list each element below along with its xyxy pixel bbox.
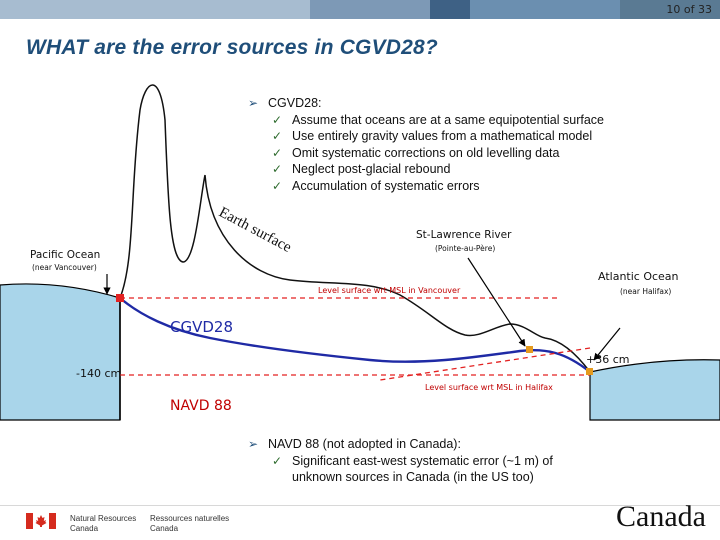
footer-divider bbox=[0, 505, 720, 506]
checkmark-icon: ✓ bbox=[272, 178, 283, 193]
arrow-bullet-icon: ➢ bbox=[248, 96, 259, 110]
topbar-segment bbox=[620, 0, 720, 19]
pacific-water bbox=[0, 283, 121, 421]
slide-title: WHAT are the error sources in CGVD28? bbox=[26, 36, 438, 59]
halifax-marker bbox=[586, 368, 593, 375]
checkmark-icon: ✓ bbox=[272, 145, 283, 160]
navd88-item: Significant east-west systematic error (… bbox=[292, 453, 553, 485]
minus140-label: -140 cm bbox=[76, 367, 121, 380]
checkmark-icon: ✓ bbox=[272, 129, 283, 143]
cgvd28-heading: CGVD28: bbox=[268, 96, 322, 110]
cgvd28-item: Accumulation of systematic errors bbox=[292, 178, 480, 193]
top-color-bar bbox=[0, 0, 720, 19]
st-lawrence-note: (Pointe-au-Père) bbox=[435, 244, 495, 253]
st-lawrence-arrow bbox=[467, 257, 526, 347]
checkmark-icon: ✓ bbox=[272, 112, 283, 127]
earth-surface-label: Earth surface bbox=[216, 204, 294, 256]
atlantic-label: Atlantic Ocean bbox=[598, 270, 679, 283]
checkmark-icon: ✓ bbox=[272, 162, 283, 176]
dept-fr-line: Ressources naturelles bbox=[150, 514, 230, 523]
slide-number: 10 of 33 bbox=[666, 3, 712, 16]
topbar-segment bbox=[0, 0, 310, 19]
topbar-segment bbox=[310, 0, 430, 19]
st-lawrence-label: St-Lawrence River bbox=[416, 229, 512, 241]
cgvd28-item: Use entirely gravity values from a mathe… bbox=[292, 129, 593, 143]
navd88-line bbox=[379, 347, 591, 381]
pacific-label: Pacific Ocean bbox=[30, 249, 100, 261]
dept-en-line: Canada bbox=[70, 524, 99, 533]
vancouver-marker bbox=[116, 294, 124, 302]
department-name-en: Natural Resources Canada bbox=[70, 514, 136, 534]
cgvd28-item: Omit systematic corrections on old level… bbox=[292, 145, 560, 160]
canada-wordmark: Canada bbox=[616, 500, 706, 533]
checkmark-icon: ✓ bbox=[272, 453, 283, 468]
department-name-fr: Ressources naturelles Canada bbox=[150, 514, 229, 534]
dept-fr-line: Canada bbox=[150, 524, 179, 533]
earth-surface-line bbox=[119, 84, 591, 373]
cgvd28-label: CGVD28 bbox=[170, 318, 233, 336]
navd88-heading: NAVD 88 (not adopted in Canada): bbox=[268, 437, 461, 451]
cgvd28-item: Neglect post-glacial rebound bbox=[292, 162, 451, 176]
dept-en-line: Natural Resources bbox=[70, 514, 137, 523]
pointe-au-pere-marker bbox=[526, 346, 533, 353]
pacific-note: (near Vancouver) bbox=[32, 263, 97, 272]
topbar-segment bbox=[470, 0, 620, 19]
atlantic-water bbox=[589, 359, 720, 421]
cgvd28-item: Assume that oceans are at a same equipot… bbox=[292, 112, 604, 127]
level-vancouver-label: Level surface wrt MSL in Vancouver bbox=[318, 286, 461, 295]
atlantic-arrow bbox=[593, 327, 621, 361]
maple-leaf-flag-icon bbox=[26, 513, 56, 529]
navd88-label: NAVD 88 bbox=[170, 398, 232, 414]
arrow-bullet-icon: ➢ bbox=[248, 437, 259, 451]
level-halifax-label: Level surface wrt MSL in Halifax bbox=[425, 383, 553, 392]
cgvd28-bullet-block: ➢ CGVD28: ✓ Assume that oceans are at a s… bbox=[248, 95, 604, 194]
atlantic-note: (near Halifax) bbox=[620, 287, 671, 296]
navd88-bullet-block: ➢ NAVD 88 (not adopted in Canada): ✓ Sign… bbox=[248, 436, 592, 486]
plus36-label: +36 cm bbox=[586, 353, 629, 366]
topbar-segment bbox=[430, 0, 470, 19]
